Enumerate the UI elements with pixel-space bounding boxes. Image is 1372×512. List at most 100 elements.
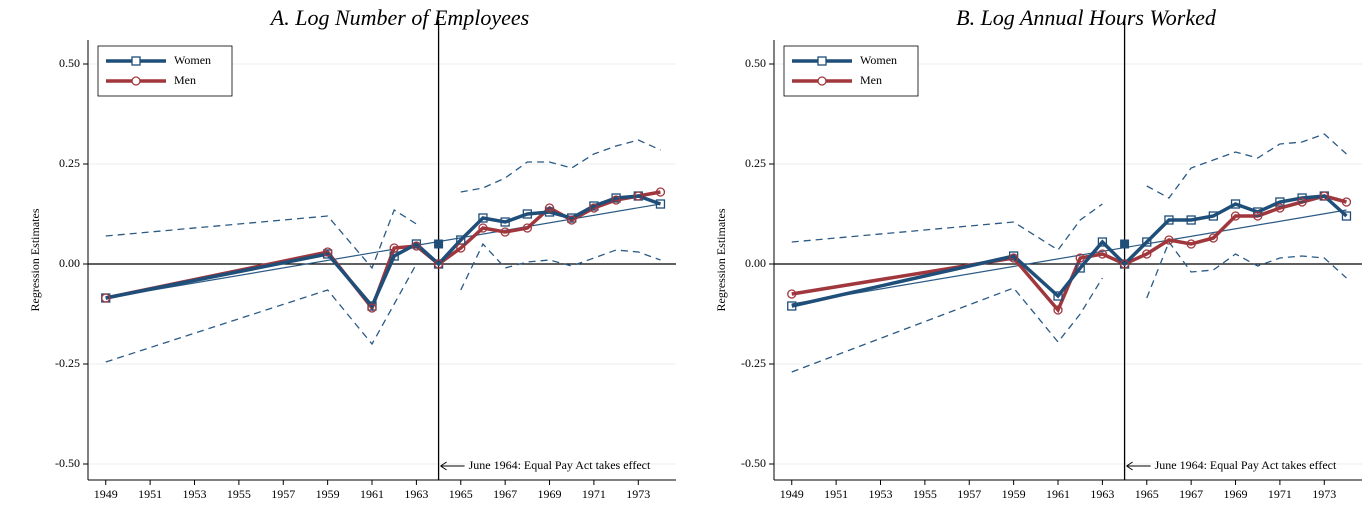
point bbox=[522, 209, 532, 219]
legend-marker bbox=[817, 56, 827, 66]
point bbox=[589, 203, 599, 213]
legend-marker bbox=[817, 76, 827, 86]
point bbox=[478, 213, 488, 223]
legend-label: Women bbox=[174, 53, 211, 67]
point bbox=[787, 301, 797, 311]
chart: B. Log Annual Hours Worked Regression Est… bbox=[714, 5, 1362, 501]
point bbox=[1097, 237, 1108, 247]
x-tick-label: 1969 bbox=[1224, 487, 1248, 501]
point bbox=[1319, 191, 1329, 201]
point bbox=[1164, 235, 1174, 245]
point bbox=[101, 293, 111, 303]
point bbox=[1253, 211, 1263, 221]
x-tick-label: 1951 bbox=[824, 487, 848, 501]
point bbox=[522, 223, 532, 233]
point bbox=[1297, 197, 1307, 207]
legend-label: Men bbox=[174, 73, 196, 87]
x-tick-label: 1973 bbox=[1312, 487, 1336, 501]
series-line bbox=[105, 190, 661, 312]
x-tick-label: 1951 bbox=[138, 487, 162, 501]
x-tick-label: 1955 bbox=[227, 487, 251, 501]
x-tick-label: 1963 bbox=[1090, 487, 1114, 501]
annotation-arrow bbox=[440, 461, 465, 471]
x-tick-label: 1967 bbox=[493, 487, 517, 501]
point bbox=[1053, 305, 1063, 315]
series-line bbox=[791, 194, 1348, 308]
x-tick-label: 1965 bbox=[449, 487, 473, 501]
y-tick-label: 0.50 bbox=[745, 56, 766, 70]
x-tick-label: 1953 bbox=[183, 487, 207, 501]
point bbox=[1208, 211, 1218, 221]
point bbox=[1119, 259, 1130, 269]
ci-lower bbox=[105, 242, 661, 363]
y-tick-label: -0.25 bbox=[741, 356, 766, 370]
x-tick-label: 1957 bbox=[957, 487, 981, 501]
ci-upper bbox=[791, 133, 1347, 251]
point bbox=[1164, 215, 1174, 225]
point bbox=[567, 215, 577, 225]
point bbox=[544, 207, 555, 217]
point bbox=[1275, 203, 1285, 213]
point bbox=[544, 203, 555, 213]
x-tick-label: 1957 bbox=[271, 487, 295, 501]
x-tick-label: 1971 bbox=[1268, 487, 1292, 501]
point bbox=[611, 195, 621, 205]
y-tick-label: -0.50 bbox=[741, 456, 766, 470]
point bbox=[787, 289, 797, 299]
point bbox=[411, 241, 422, 251]
legend-label: Women bbox=[860, 53, 897, 67]
point bbox=[1230, 199, 1241, 209]
y-tick-label: 0.25 bbox=[745, 156, 766, 170]
trend-line bbox=[791, 209, 1347, 305]
x-tick-label: 1955 bbox=[913, 487, 937, 501]
x-tick-label: 1969 bbox=[538, 487, 562, 501]
legend-marker bbox=[131, 76, 141, 86]
ci-lower bbox=[791, 240, 1347, 373]
x-tick-label: 1961 bbox=[1046, 487, 1070, 501]
y-tick-label: -0.50 bbox=[55, 456, 80, 470]
point bbox=[1008, 253, 1019, 263]
point bbox=[1142, 237, 1152, 247]
y-tick-label: -0.25 bbox=[55, 356, 80, 370]
point bbox=[655, 199, 666, 209]
point bbox=[1186, 215, 1196, 225]
x-tick-label: 1953 bbox=[869, 487, 893, 501]
chart-title: A. Log Number of Employees bbox=[269, 5, 529, 30]
legend-box bbox=[97, 45, 233, 97]
x-tick-label: 1973 bbox=[626, 487, 650, 501]
point bbox=[1275, 197, 1285, 207]
x-tick-label: 1959 bbox=[1002, 487, 1026, 501]
point bbox=[500, 227, 510, 237]
legend-box bbox=[783, 45, 919, 97]
y-axis-label: Regression Estimates bbox=[714, 208, 728, 311]
x-tick-label: 1949 bbox=[780, 487, 804, 501]
x-tick-label: 1967 bbox=[1179, 487, 1203, 501]
point bbox=[1186, 239, 1196, 249]
point bbox=[655, 187, 666, 197]
point bbox=[322, 247, 333, 257]
annotation: June 1964: Equal Pay Act takes effect bbox=[1155, 458, 1337, 472]
point bbox=[1097, 249, 1108, 259]
point bbox=[500, 217, 510, 227]
y-tick-label: 0.50 bbox=[59, 56, 80, 70]
series-line bbox=[105, 194, 662, 310]
x-tick-label: 1971 bbox=[582, 487, 606, 501]
point bbox=[1341, 211, 1352, 221]
y-axis-label: Regression Estimates bbox=[28, 208, 42, 311]
point bbox=[433, 259, 444, 269]
point bbox=[389, 243, 399, 253]
x-tick-label: 1959 bbox=[316, 487, 340, 501]
x-tick-label: 1961 bbox=[360, 487, 384, 501]
annotation: June 1964: Equal Pay Act takes effect bbox=[469, 458, 651, 472]
y-tick-label: 0.00 bbox=[59, 256, 80, 270]
point bbox=[1297, 193, 1307, 203]
x-tick-label: 1963 bbox=[404, 487, 428, 501]
y-tick-label: 0.25 bbox=[59, 156, 80, 170]
ci-upper bbox=[105, 139, 661, 270]
legend-label: Men bbox=[860, 73, 882, 87]
chart-title: B. Log Annual Hours Worked bbox=[956, 5, 1217, 30]
point bbox=[478, 223, 488, 233]
legend-marker bbox=[131, 56, 141, 66]
point bbox=[1230, 211, 1241, 221]
